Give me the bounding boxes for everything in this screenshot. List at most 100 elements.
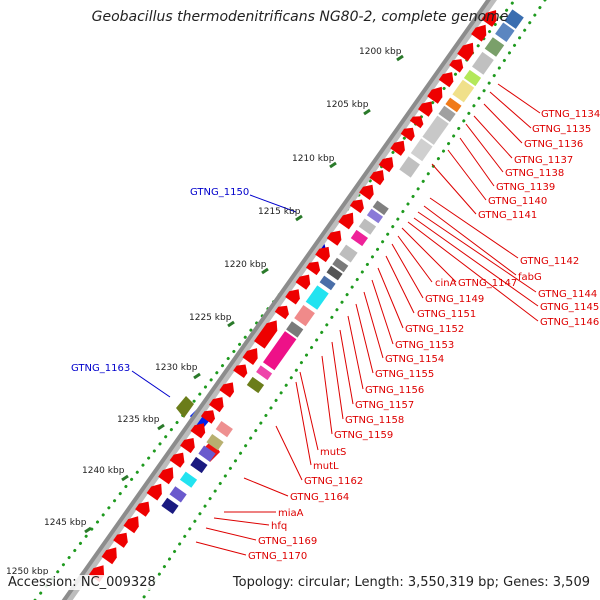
gene-arrow-red[interactable] bbox=[242, 348, 258, 365]
feature-block[interactable] bbox=[190, 456, 208, 474]
gene-arrow-red[interactable] bbox=[438, 72, 454, 88]
gene-label-GTNG_1159[interactable]: GTNG_1159 bbox=[334, 430, 393, 441]
gene-label-GTNG_1156[interactable]: GTNG_1156 bbox=[365, 385, 424, 396]
feature-block[interactable] bbox=[438, 105, 456, 122]
gene-arrow-red[interactable] bbox=[135, 501, 150, 517]
gene-label-GTNG_1163[interactable]: GTNG_1163 bbox=[71, 363, 130, 374]
gene-arrow-red[interactable] bbox=[378, 157, 394, 173]
gene-label-GTNG_1158[interactable]: GTNG_1158 bbox=[345, 415, 404, 426]
feature-block[interactable] bbox=[410, 138, 433, 162]
feature-block[interactable] bbox=[332, 257, 349, 273]
feature-block[interactable] bbox=[463, 69, 482, 87]
gene-arrow-red[interactable] bbox=[400, 127, 415, 142]
feature-block[interactable] bbox=[215, 421, 233, 438]
gene-label-GTNG_1136[interactable]: GTNG_1136 bbox=[524, 139, 583, 150]
gene-label-GTNG_1135[interactable]: GTNG_1135 bbox=[532, 124, 591, 135]
gene-label-GTNG_1139[interactable]: GTNG_1139 bbox=[496, 182, 555, 193]
gene-arrow-red[interactable] bbox=[233, 364, 248, 379]
feature-block[interactable] bbox=[350, 229, 368, 247]
gene-label-miaA[interactable]: miaA bbox=[278, 508, 304, 519]
gene-arrow-red[interactable] bbox=[190, 423, 206, 439]
feature-block[interactable] bbox=[399, 156, 420, 178]
feature-block[interactable] bbox=[495, 22, 515, 43]
feature-arrow-GTNG_1163-olive[interactable] bbox=[176, 396, 194, 418]
gene-arrow-red[interactable] bbox=[481, 10, 497, 27]
gene-arrow-red[interactable] bbox=[326, 230, 342, 246]
feature-block[interactable] bbox=[206, 434, 224, 451]
feature-block[interactable] bbox=[452, 79, 475, 103]
gene-arrow-red[interactable] bbox=[113, 532, 128, 548]
gene-arrow-red[interactable] bbox=[471, 24, 487, 42]
feature-block[interactable] bbox=[246, 376, 265, 394]
gene-label-cinA[interactable]: cinA bbox=[435, 278, 457, 289]
gene-label-mutS[interactable]: mutS bbox=[320, 447, 346, 458]
feature-block[interactable] bbox=[263, 331, 297, 371]
feature-block[interactable] bbox=[366, 208, 383, 224]
gene-arrow-red[interactable] bbox=[180, 438, 195, 454]
feature-block[interactable] bbox=[472, 51, 494, 75]
gene-arrow-red[interactable] bbox=[254, 320, 278, 349]
gene-arrow-red[interactable] bbox=[158, 467, 174, 485]
gene-label-GTNG_1138[interactable]: GTNG_1138 bbox=[505, 168, 564, 179]
gene-arrow-red[interactable] bbox=[200, 410, 215, 424]
gene-arrow-red[interactable] bbox=[427, 86, 443, 104]
feature-block[interactable] bbox=[326, 265, 343, 281]
gene-label-GTNG_1142[interactable]: GTNG_1142 bbox=[520, 256, 579, 267]
gene-label-GTNG_1164[interactable]: GTNG_1164 bbox=[290, 492, 349, 503]
gene-label-GTNG_1152[interactable]: GTNG_1152 bbox=[405, 324, 464, 335]
gene-label-GTNG_1150[interactable]: GTNG_1150 bbox=[190, 187, 249, 198]
gene-arrow-red[interactable] bbox=[418, 101, 433, 117]
feature-block[interactable] bbox=[161, 497, 179, 514]
gene-arrow-red[interactable] bbox=[123, 516, 139, 534]
feature-block[interactable] bbox=[305, 285, 329, 310]
gene-arrow-red[interactable] bbox=[146, 483, 162, 501]
gene-arrow-red[interactable] bbox=[338, 212, 354, 230]
gene-label-GTNG_1147[interactable]: GTNG_1147 bbox=[458, 278, 517, 289]
feature-block[interactable] bbox=[286, 321, 304, 338]
gene-label-GTNG_1145[interactable]: GTNG_1145 bbox=[540, 302, 599, 313]
gene-label-GTNG_1154[interactable]: GTNG_1154 bbox=[385, 354, 444, 365]
feature-block[interactable] bbox=[169, 486, 187, 503]
feature-block[interactable] bbox=[198, 445, 216, 462]
gene-arrow-red[interactable] bbox=[390, 140, 405, 156]
gene-arrow-red[interactable] bbox=[369, 170, 385, 186]
feature-block[interactable] bbox=[319, 275, 336, 291]
gene-arrow-red[interactable] bbox=[315, 246, 330, 263]
gene-arrow-red[interactable] bbox=[219, 382, 234, 398]
feature-block[interactable] bbox=[445, 97, 462, 113]
gene-label-GTNG_1153[interactable]: GTNG_1153 bbox=[395, 340, 454, 351]
gene-arrow-red[interactable] bbox=[306, 261, 321, 276]
gene-arrow-red[interactable] bbox=[209, 397, 224, 413]
feature-block[interactable] bbox=[256, 365, 273, 381]
gene-arrow-red[interactable] bbox=[285, 289, 300, 305]
gene-label-GTNG_1169[interactable]: GTNG_1169 bbox=[258, 536, 317, 547]
gene-label-GTNG_1144[interactable]: GTNG_1144 bbox=[538, 289, 597, 300]
gene-label-GTNG_1140[interactable]: GTNG_1140 bbox=[488, 196, 547, 207]
feature-block[interactable] bbox=[358, 218, 377, 235]
gene-arrow-red[interactable] bbox=[295, 274, 311, 290]
gene-label-GTNG_1141[interactable]: GTNG_1141 bbox=[478, 210, 537, 221]
gene-label-hfq[interactable]: hfq bbox=[271, 521, 287, 532]
feature-block[interactable] bbox=[422, 115, 449, 145]
gene-arrow-red[interactable] bbox=[101, 547, 117, 565]
gene-label-GTNG_1157[interactable]: GTNG_1157 bbox=[355, 400, 414, 411]
gene-label-GTNG_1151[interactable]: GTNG_1151 bbox=[417, 309, 476, 320]
gene-label-GTNG_1134[interactable]: GTNG_1134 bbox=[541, 109, 600, 120]
gene-arrow-red[interactable] bbox=[274, 305, 289, 320]
gene-label-fabG[interactable]: fabG bbox=[518, 272, 542, 283]
feature-block[interactable] bbox=[372, 200, 389, 216]
gene-arrow-red[interactable] bbox=[449, 59, 464, 73]
feature-block[interactable] bbox=[179, 471, 198, 488]
gene-label-GTNG_1162[interactable]: GTNG_1162 bbox=[304, 476, 363, 487]
gene-label-GTNG_1155[interactable]: GTNG_1155 bbox=[375, 369, 434, 380]
gene-arrow-red[interactable] bbox=[169, 452, 185, 468]
gene-label-mutL[interactable]: mutL bbox=[313, 461, 339, 472]
gene-label-GTNG_1149[interactable]: GTNG_1149 bbox=[425, 294, 484, 305]
gene-arrow-red[interactable] bbox=[349, 199, 364, 214]
feature-block[interactable] bbox=[339, 244, 358, 263]
gene-label-GTNG_1137[interactable]: GTNG_1137 bbox=[514, 155, 573, 166]
feature-block[interactable] bbox=[484, 37, 505, 57]
gene-arrow-red[interactable] bbox=[457, 42, 474, 62]
feature-block[interactable] bbox=[504, 9, 524, 29]
gene-arrow-red[interactable] bbox=[359, 184, 374, 200]
